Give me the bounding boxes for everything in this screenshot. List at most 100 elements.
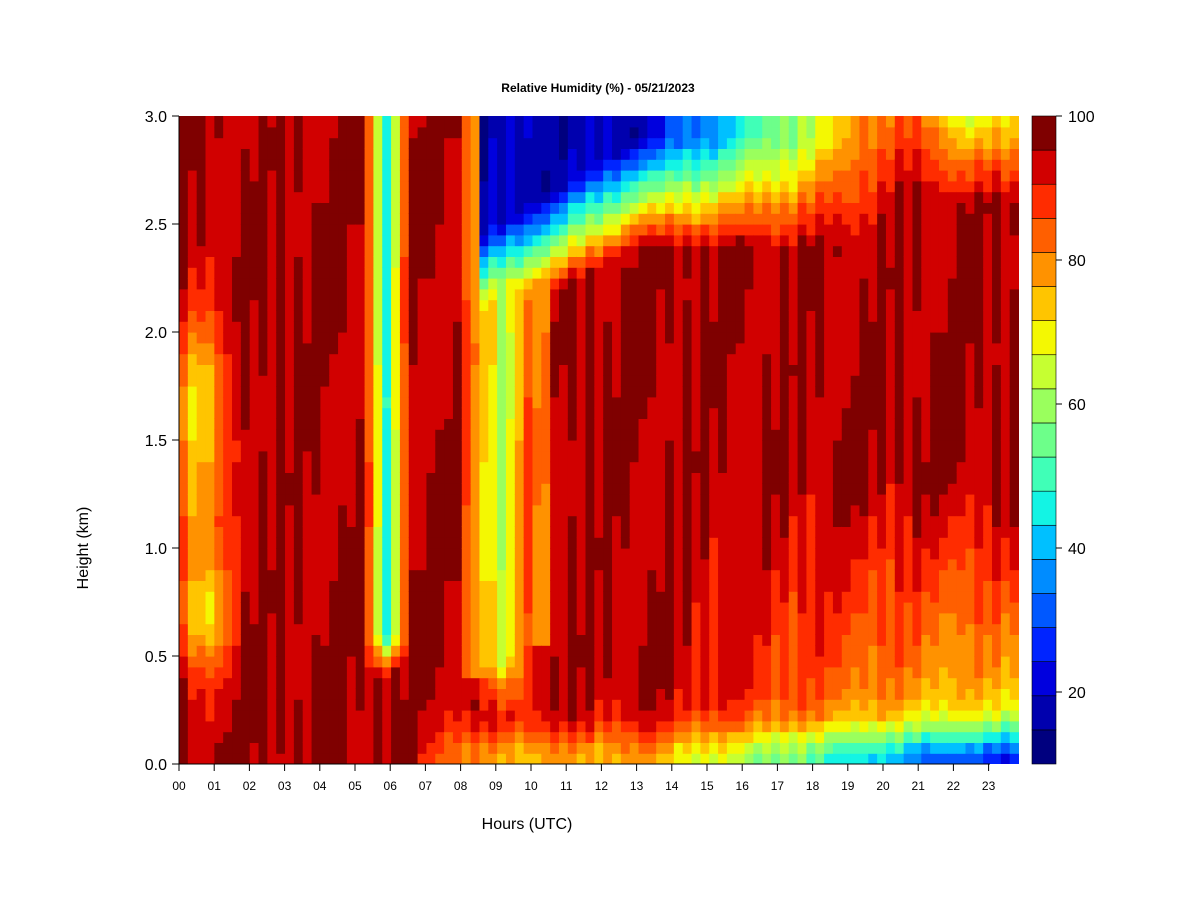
heatmap-cell: [629, 321, 640, 333]
heatmap-cell: [223, 170, 233, 182]
heatmap-cell: [346, 310, 357, 322]
heatmap-cell: [788, 742, 799, 754]
heatmap-cell: [903, 569, 914, 581]
heatmap-cell: [576, 321, 587, 333]
heatmap-cell: [505, 418, 516, 430]
heatmap-cell: [647, 202, 657, 214]
heatmap-cell: [258, 191, 268, 203]
heatmap-cell: [753, 234, 763, 247]
heatmap-cell: [285, 537, 295, 549]
heatmap-cell: [364, 224, 375, 236]
heatmap-cell: [285, 342, 295, 355]
heatmap-cell: [594, 472, 604, 484]
heatmap-cell: [894, 267, 905, 279]
heatmap-cell: [320, 407, 330, 419]
heatmap-cell: [505, 634, 516, 646]
heatmap-cell: [470, 677, 481, 689]
heatmap-cell: [673, 742, 684, 754]
heatmap-cell: [346, 634, 357, 646]
heatmap-cell: [894, 429, 905, 441]
heatmap-cell: [408, 386, 419, 398]
heatmap-cell: [205, 634, 215, 646]
heatmap-cell: [771, 461, 781, 473]
heatmap-cell: [223, 548, 233, 560]
heatmap-cell: [859, 688, 869, 700]
heatmap-cell: [541, 148, 551, 160]
heatmap-cell: [841, 202, 852, 214]
heatmap-cell: [452, 375, 463, 387]
heatmap-cell: [859, 699, 869, 711]
heatmap-cell: [497, 569, 507, 581]
heatmap-cell: [665, 202, 675, 214]
heatmap-cell: [744, 148, 755, 160]
heatmap-cell: [726, 461, 737, 473]
heatmap-cell: [523, 494, 534, 506]
heatmap-cell: [620, 440, 631, 452]
heatmap-cell: [832, 245, 843, 257]
heatmap-cell: [435, 170, 445, 182]
heatmap-cell: [903, 440, 914, 452]
heatmap-cell: [859, 234, 869, 247]
heatmap-cell: [391, 202, 401, 214]
heatmap-cell: [196, 731, 207, 743]
heatmap-cell: [647, 375, 657, 387]
heatmap-cell: [903, 753, 914, 764]
heatmap-cell: [558, 321, 569, 333]
heatmap-cell: [382, 699, 392, 711]
heatmap-cell: [293, 364, 304, 376]
heatmap-cell: [550, 699, 560, 711]
heatmap-cell: [364, 245, 375, 257]
heatmap-cell: [673, 634, 684, 646]
heatmap-cell: [276, 569, 286, 581]
heatmap-cell: [877, 137, 887, 149]
heatmap-cell: [894, 148, 905, 160]
heatmap-cell: [426, 396, 436, 409]
heatmap-cell: [638, 191, 648, 203]
heatmap-cell: [514, 332, 525, 344]
heatmap-cell: [620, 666, 631, 679]
heatmap-cell: [461, 537, 472, 549]
heatmap-cell: [223, 386, 233, 398]
heatmap-cell: [894, 483, 905, 495]
heatmap-cell: [868, 126, 878, 139]
heatmap-cell: [585, 742, 595, 754]
heatmap-cell: [718, 364, 728, 376]
heatmap-cell: [373, 148, 383, 160]
heatmap-cell: [444, 126, 454, 139]
heatmap-cell: [612, 450, 622, 463]
heatmap-cell: [868, 472, 878, 484]
heatmap-cell: [196, 170, 207, 182]
heatmap-cell: [903, 386, 914, 398]
heatmap-cell: [824, 202, 834, 214]
heatmap-cell: [205, 666, 215, 679]
heatmap-cell: [426, 299, 436, 311]
heatmap-cell: [771, 710, 781, 722]
heatmap-cell: [364, 548, 375, 560]
heatmap-cell: [346, 288, 357, 301]
heatmap-cell: [700, 148, 710, 160]
heatmap-cell: [444, 299, 454, 311]
heatmap-cell: [903, 310, 914, 322]
heatmap-cell: [382, 116, 392, 128]
heatmap-cell: [461, 396, 472, 409]
heatmap-cell: [346, 396, 357, 409]
heatmap-cell: [709, 364, 719, 376]
heatmap-cell: [709, 515, 719, 527]
heatmap-cell: [532, 720, 542, 733]
heatmap-cell: [179, 170, 189, 182]
heatmap-cell: [338, 483, 348, 495]
heatmap-cell: [364, 321, 375, 333]
heatmap-cell: [735, 224, 746, 236]
heatmap-cell: [355, 494, 366, 506]
heatmap-cell: [877, 699, 887, 711]
heatmap-cell: [532, 461, 542, 473]
heatmap-cell: [435, 504, 445, 517]
heatmap-cell: [232, 375, 242, 387]
heatmap-cell: [806, 677, 816, 689]
heatmap-cell: [223, 202, 233, 214]
heatmap-cell: [850, 580, 861, 592]
heatmap-cell: [232, 386, 242, 398]
heatmap-cell: [240, 580, 251, 592]
heatmap-cell: [558, 666, 569, 679]
heatmap-cell: [187, 159, 198, 171]
